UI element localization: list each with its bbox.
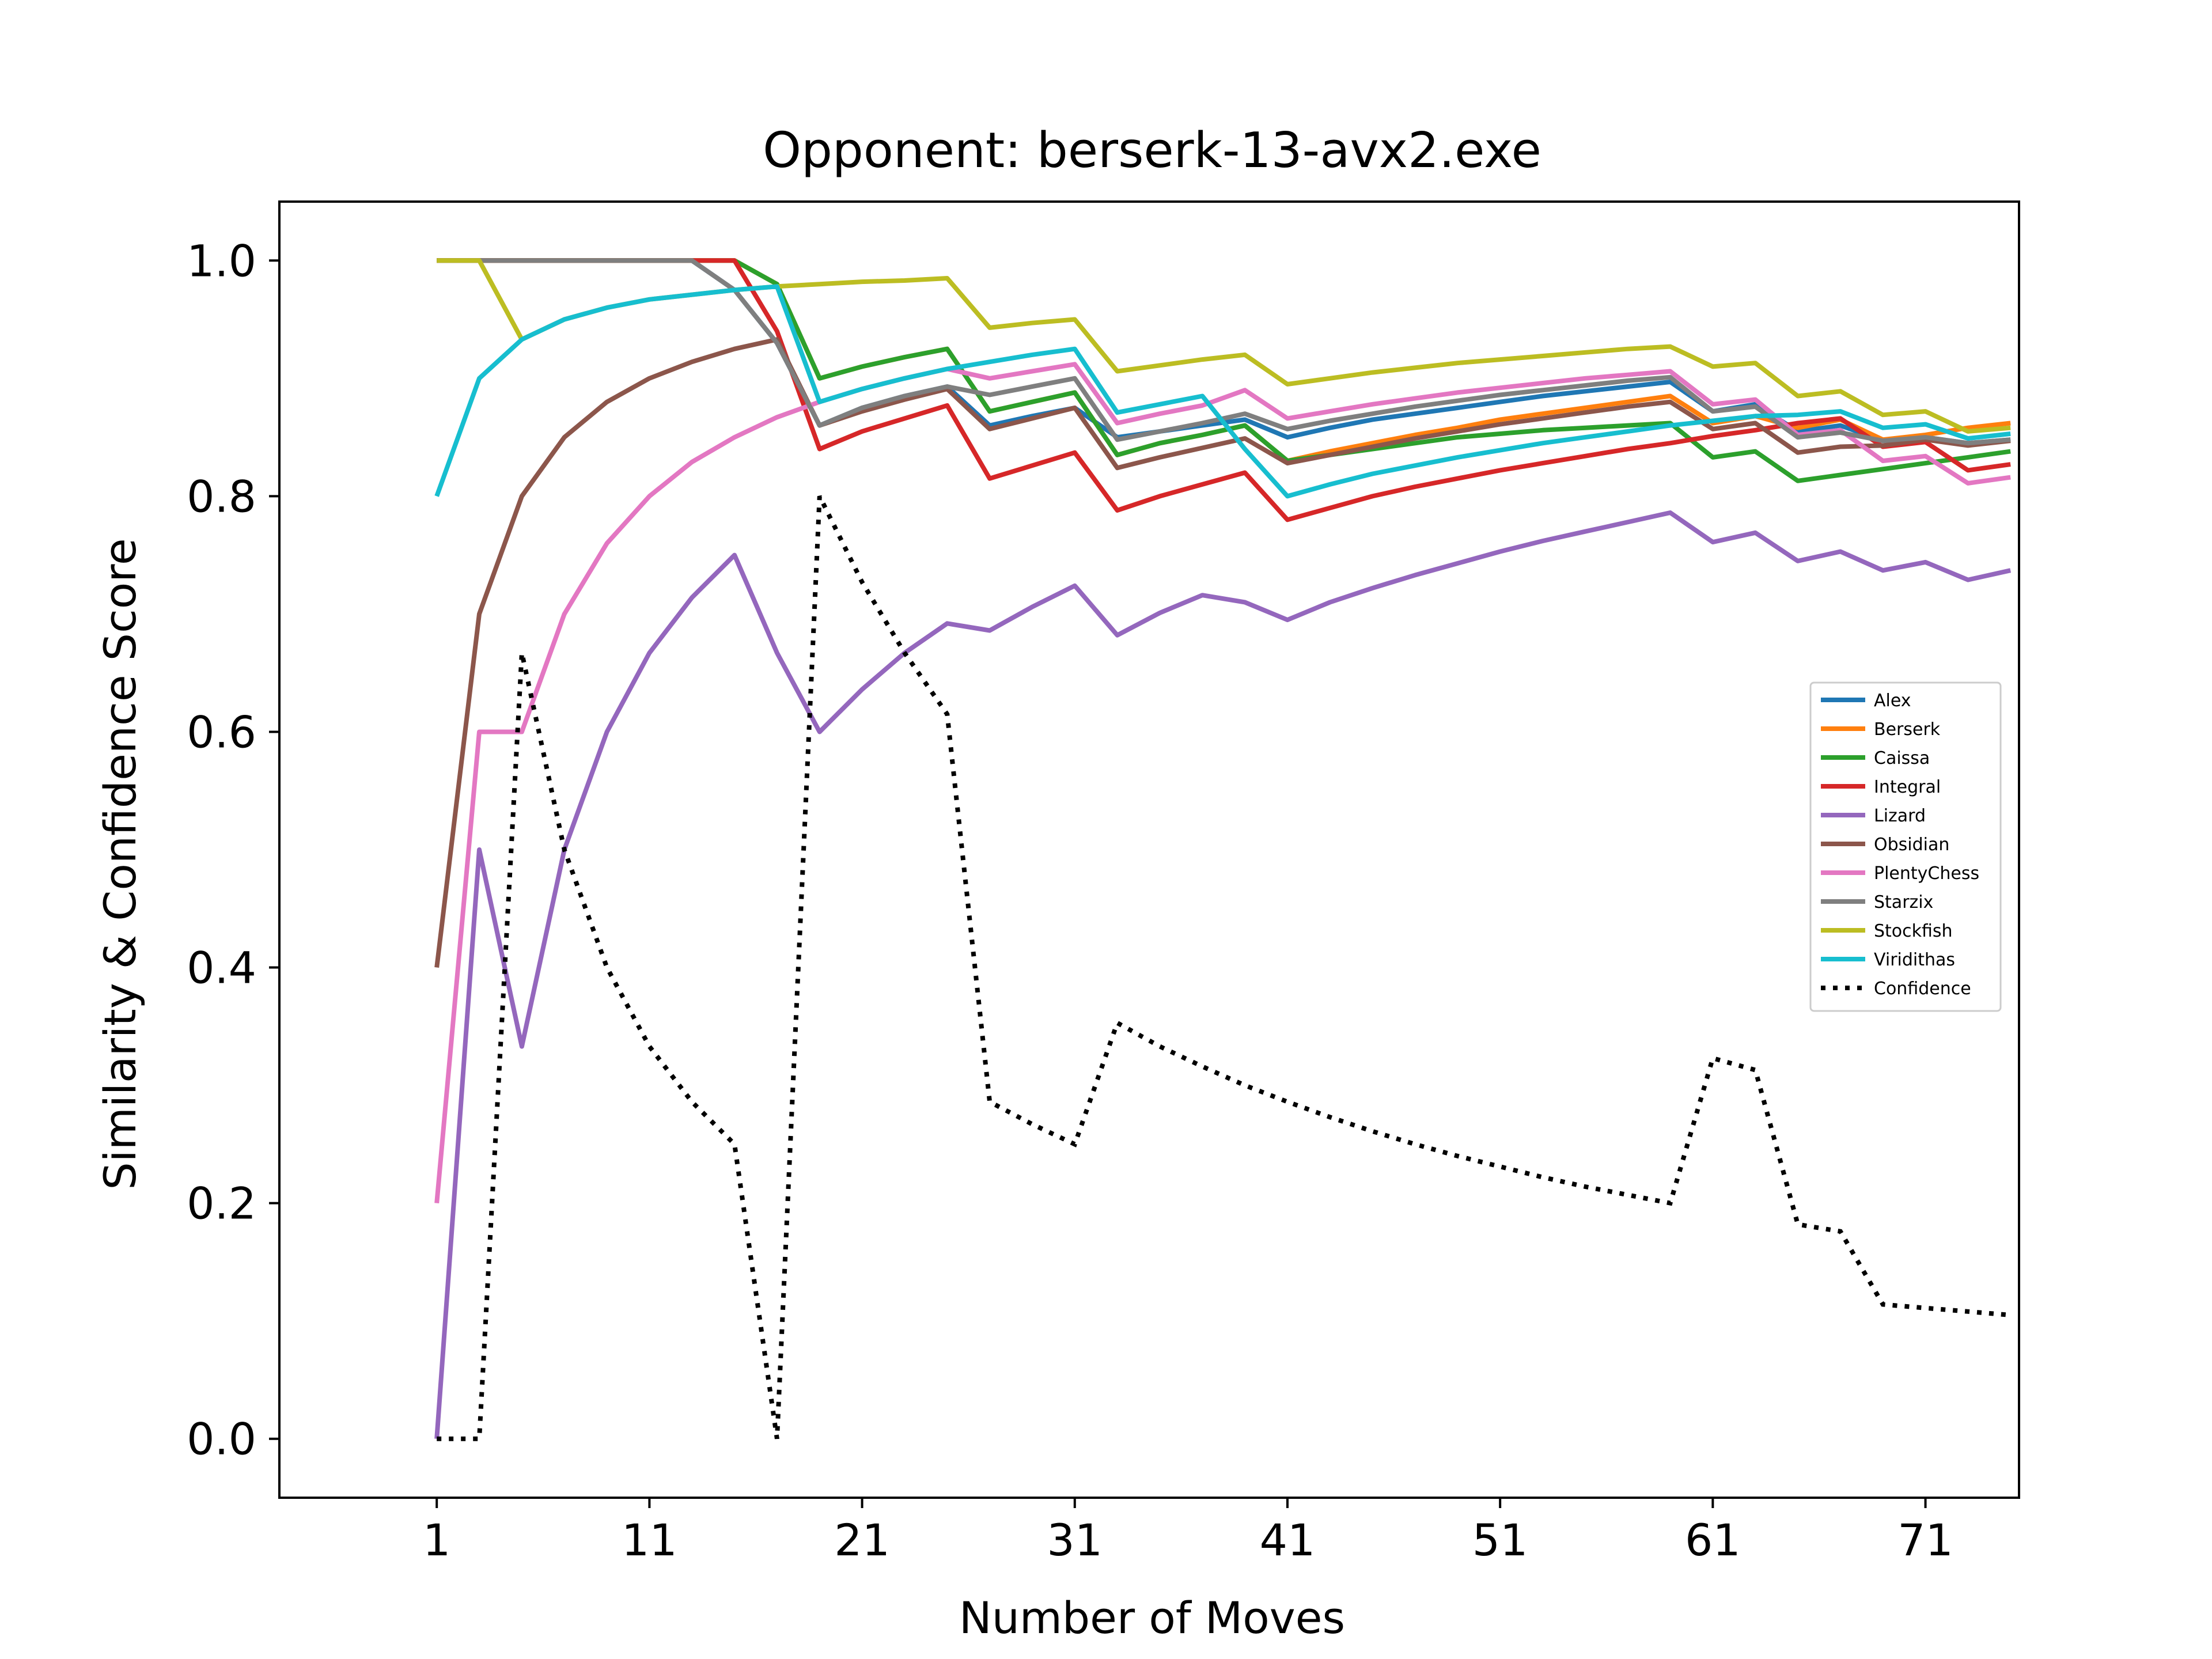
series-line-integral (437, 258, 2011, 522)
x-tick-label: 1 (423, 1514, 450, 1566)
legend-label: Viridithas (1874, 950, 1955, 970)
series-line-plentychess (434, 362, 2011, 1203)
x-tick-label: 11 (622, 1514, 677, 1566)
chart-title: Opponent: berserk-13-avx2.exe (763, 122, 1541, 179)
series-line-viridithas (434, 284, 2011, 499)
y-tick-label: 0.4 (187, 942, 256, 994)
x-tick-label: 41 (1260, 1514, 1316, 1566)
legend-label: Lizard (1874, 806, 1926, 826)
x-axis-label: Number of Moves (959, 1592, 1345, 1643)
y-tick-label: 1.0 (187, 235, 256, 286)
legend-label: Starzix (1874, 892, 1933, 912)
y-tick-label: 0.6 (187, 706, 256, 757)
y-tick-label: 0.0 (187, 1414, 256, 1465)
legend-label: Integral (1874, 777, 1941, 797)
axes: 1 11 21 31 41 51 61 710.00.20.40.60.81.0 (187, 235, 1953, 1566)
legend-label: PlentyChess (1874, 863, 1979, 884)
x-tick-label: 61 (1685, 1514, 1741, 1566)
legend-label: Confidence (1874, 979, 1971, 999)
y-axis-label: Similarity & Confidence Score (94, 538, 146, 1190)
series-line-obsidian (434, 337, 2011, 968)
series-lines (434, 258, 2012, 1441)
y-tick-label: 0.8 (187, 471, 256, 522)
legend-label: Berserk (1874, 719, 1941, 740)
legend-label: Obsidian (1874, 835, 1949, 855)
plot-area-frame (278, 200, 2020, 1499)
legend-label: Alex (1874, 691, 1911, 711)
x-tick-label: 21 (834, 1514, 890, 1566)
series-line-starzix (437, 258, 2011, 446)
legend: Alex Berserk Caissa Integral Lizard Obsidian P… (1809, 681, 2002, 1012)
y-tick-label: 0.2 (187, 1178, 256, 1229)
x-tick-label: 51 (1472, 1514, 1528, 1566)
legend-label: Caissa (1874, 748, 1930, 768)
series-line-lizard (434, 510, 2012, 1439)
x-tick-label: 31 (1047, 1514, 1103, 1566)
legend-label: Stockfish (1874, 921, 1953, 941)
x-tick-label: 71 (1897, 1514, 1953, 1566)
